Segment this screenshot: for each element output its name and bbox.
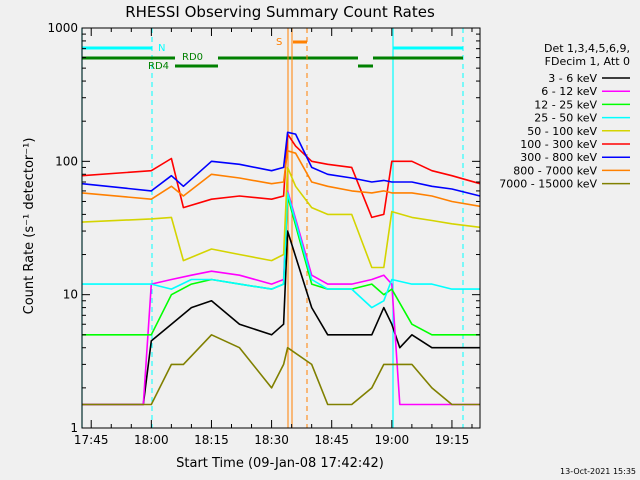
x-tick-label: 17:45 bbox=[74, 433, 109, 447]
rd0-label: RD0 bbox=[182, 52, 203, 63]
legend-label: 6 - 12 keV bbox=[541, 85, 597, 98]
saa-label: S bbox=[276, 37, 282, 48]
series-line-7000-15000-kev bbox=[82, 333, 480, 406]
series-line-25-50-kev bbox=[82, 192, 480, 309]
legend-label: 800 - 7000 keV bbox=[513, 164, 597, 177]
series-line-3-6-kev bbox=[82, 230, 480, 406]
x-tick-label: 19:00 bbox=[375, 433, 410, 447]
plot-frame bbox=[81, 27, 481, 429]
y-tick-label: 1000 bbox=[47, 21, 78, 35]
legend-label: 100 - 300 keV bbox=[520, 138, 597, 151]
series-line-50-100-kev bbox=[81, 166, 481, 269]
legend-label: 25 - 50 keV bbox=[534, 112, 597, 125]
series-line-100-300-kev bbox=[81, 133, 481, 219]
y-tick-label: 1 bbox=[70, 421, 78, 435]
x-tick-label: 18:45 bbox=[314, 433, 349, 447]
legend-header-line: Det 1,3,4,5,6,9, bbox=[544, 42, 630, 55]
x-tick-label: 18:00 bbox=[134, 433, 169, 447]
legend-label: 50 - 100 keV bbox=[527, 125, 597, 138]
series-line-800-7000-kev bbox=[81, 150, 481, 208]
x-tick-label: 18:15 bbox=[194, 433, 229, 447]
rd4-label: RD4 bbox=[148, 61, 169, 72]
y-axis-label: Count Rate (s⁻¹ detector⁻¹) bbox=[22, 138, 37, 315]
legend-label: 300 - 800 keV bbox=[520, 151, 597, 164]
x-axis-label: Start Time (09-Jan-08 17:42:42) bbox=[176, 456, 384, 471]
x-tick-label: 19:15 bbox=[435, 433, 470, 447]
series-line-6-12-kev bbox=[82, 190, 480, 406]
chart-title: RHESSI Observing Summary Count Rates bbox=[125, 3, 435, 21]
night-label: N bbox=[158, 43, 165, 54]
series-line-12-25-kev bbox=[82, 195, 480, 336]
series-line-300-800-kev bbox=[81, 131, 481, 197]
legend-header-line: FDecim 1, Att 0 bbox=[545, 55, 630, 68]
legend-label: 12 - 25 keV bbox=[534, 98, 597, 111]
x-tick-label: 18:30 bbox=[254, 433, 289, 447]
footer-timestamp: 13-Oct-2021 15:35 bbox=[560, 467, 636, 476]
y-tick-label: 10 bbox=[63, 288, 78, 302]
legend-label: 3 - 6 keV bbox=[548, 72, 597, 85]
y-tick-label: 100 bbox=[55, 154, 78, 168]
legend-label: 7000 - 15000 keV bbox=[499, 178, 597, 191]
